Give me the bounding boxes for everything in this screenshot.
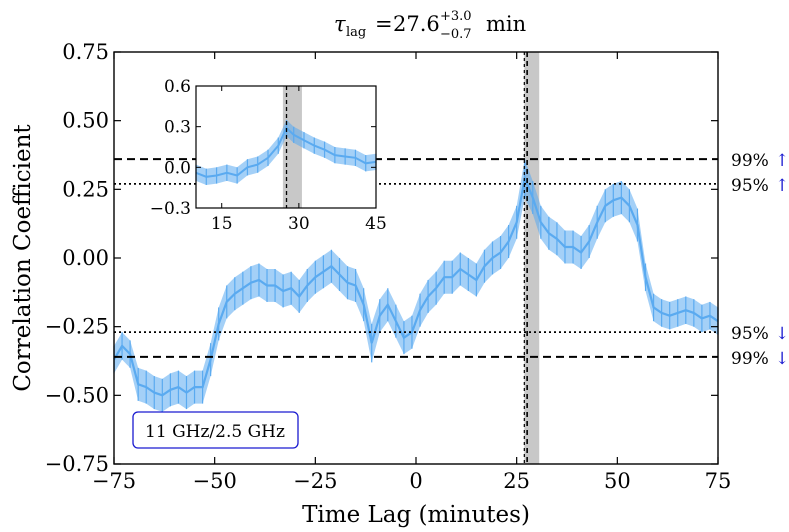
title-minus: −0.7 [440,27,472,42]
series-line [113,174,719,397]
inset-y-tick-label: 0.0 [164,158,191,178]
y-axis-label: Correlation Coefficient [10,124,36,392]
title-subscript: lag [346,25,366,40]
x-axis-label: Time Lag (minutes) [302,502,530,528]
inset-y-tick-label: 0.3 [164,118,191,138]
title-plus: +3.0 [440,9,472,24]
inset-y-tick-label: −0.3 [150,199,191,219]
inset-x-tick-label: 30 [288,214,310,234]
x-tick-label: 50 [604,469,631,493]
y-tick-label: 0.50 [62,109,109,133]
legend-text: 11 GHz/2.5 GHz [145,422,285,442]
legend-box [132,411,299,449]
series-group [113,159,719,412]
significance-arrow-0: ↑ [775,151,789,171]
inset-error-band [196,119,376,185]
significance-label-1: 95% [731,176,769,196]
y-tick-label: −0.25 [45,315,109,339]
inset-x-tick-label: 15 [211,214,233,234]
x-tick-label: 0 [409,469,422,493]
y-tick-label: −0.50 [45,383,109,407]
inset-lag-band [282,86,302,208]
title-value: 27.6 [393,12,440,36]
significance-arrow-3: ↓ [775,349,789,369]
lag-uncertainty-band [524,52,540,464]
y-tick-label: 0.25 [62,177,109,201]
inset-frame [195,85,377,209]
significance-arrow-1: ↑ [775,176,789,196]
inset-y-tick-label: 0.6 [164,77,191,97]
significance-label-0: 99% [731,151,769,171]
y-tick-label: 0.00 [62,246,109,270]
title-unit: min [486,12,526,36]
x-tick-label: 75 [705,469,732,493]
y-tick-label: −0.75 [45,452,109,476]
significance-label-2: 95% [731,324,769,344]
title-symbol: τ [334,12,346,36]
x-tick-label: 25 [503,469,530,493]
x-tick-label: −25 [293,469,337,493]
significance-arrow-2: ↓ [775,324,789,344]
y-tick-label: 0.75 [62,40,109,64]
x-tick-label: −50 [193,469,237,493]
title-equals: = [375,12,393,36]
chart-title: τ lag = 27.6 +3.0 −0.7 min [334,9,526,42]
x-tick-label: −75 [92,469,136,493]
inset-x-tick-label: 45 [365,214,387,234]
significance-label-3: 99% [731,349,769,369]
